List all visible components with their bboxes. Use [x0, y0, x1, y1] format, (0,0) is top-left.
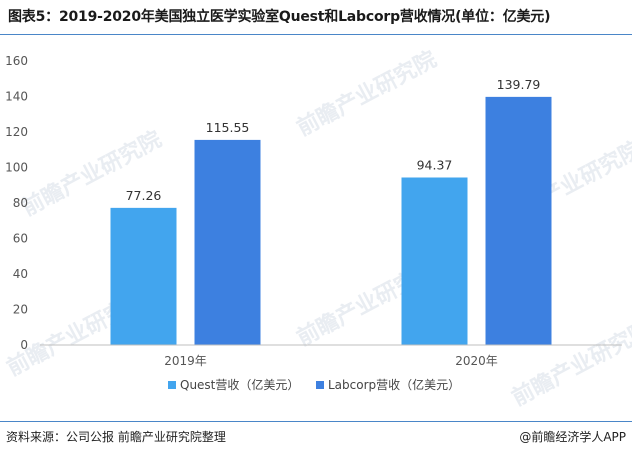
x-axis: 2019年 2020年	[40, 344, 622, 368]
y-tick-label: 140	[5, 90, 28, 104]
bar	[485, 96, 552, 346]
bar	[401, 177, 468, 345]
y-tick-label: 0	[20, 338, 28, 352]
legend: Quest营收（亿美元） Labcorp营收（亿美元）	[168, 377, 460, 392]
data-labels: 77.26 115.55 94.37 139.79	[126, 77, 541, 203]
x-tick-label: 2020年	[455, 354, 498, 368]
legend-swatch	[316, 381, 324, 389]
data-label: 77.26	[126, 188, 162, 203]
x-tick-label: 2019年	[164, 354, 207, 368]
y-tick-label: 100	[5, 161, 28, 175]
y-tick-label: 60	[13, 232, 28, 246]
watermark-text: 前瞻产业研究院	[293, 46, 441, 141]
y-tick-label: 160	[5, 54, 28, 68]
title-divider	[0, 34, 632, 35]
y-tick-label: 40	[13, 267, 28, 281]
footer-divider	[0, 421, 632, 422]
y-axis: 0 20 40 60 80 100 120 140 160	[5, 54, 28, 352]
bars	[110, 96, 552, 346]
legend-swatch	[168, 381, 176, 389]
y-tick-label: 80	[13, 196, 28, 210]
data-label: 94.37	[417, 157, 453, 172]
legend-label: Labcorp营收（亿美元）	[328, 377, 460, 392]
chart-title: 图表5：2019-2020年美国独立医学实验室Quest和Labcorp营收情况…	[8, 9, 551, 25]
source-note: 资料来源：公司公报 前瞻产业研究院整理	[6, 430, 226, 444]
legend-label: Quest营收（亿美元）	[180, 377, 299, 392]
data-label: 115.55	[206, 120, 250, 135]
watermark-text: 前瞻产业研究院	[18, 126, 166, 221]
bar	[194, 139, 261, 345]
bar	[110, 207, 177, 345]
y-tick-label: 20	[13, 303, 28, 317]
credit-note: @前瞻经济学人APP	[519, 430, 626, 444]
data-label: 139.79	[497, 77, 541, 92]
y-tick-label: 120	[5, 125, 28, 139]
